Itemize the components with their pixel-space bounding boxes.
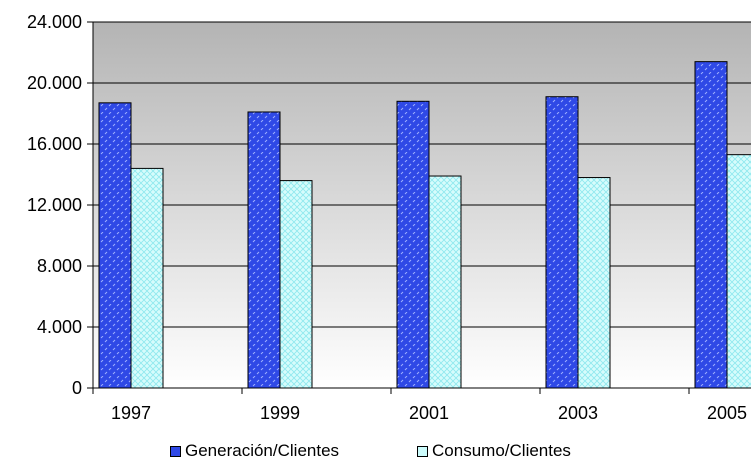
x-tick-label: 2005: [707, 403, 747, 423]
legend-item-generacion: Generación/Clientes: [170, 441, 339, 461]
bar: [726, 154, 751, 389]
y-tick-label: 12.000: [27, 195, 82, 215]
legend-label-generacion: Generación/Clientes: [185, 441, 340, 460]
x-tick-label: 2003: [558, 403, 598, 423]
legend-item-consumo: Consumo/Clientes: [417, 441, 571, 461]
legend-swatch-generacion: [170, 445, 181, 457]
axes: [87, 21, 751, 394]
y-tick-label: 16.000: [27, 134, 82, 154]
bar: [279, 180, 313, 389]
y-tick-label: 0: [72, 378, 82, 398]
y-tick-label: 20.000: [27, 73, 82, 93]
x-tick-label: 1997: [111, 403, 151, 423]
bar: [428, 175, 462, 389]
x-tick-label: 2001: [409, 403, 449, 423]
bar: [694, 61, 728, 389]
bar: [577, 177, 611, 389]
legend-label-consumo: Consumo/Clientes: [432, 441, 571, 460]
legend-swatch-consumo: [417, 445, 429, 457]
bars: [98, 61, 751, 389]
bar: [247, 111, 281, 389]
y-tick-label: 8.000: [37, 256, 82, 276]
bar: [130, 167, 164, 389]
x-tick-label: 1999: [260, 403, 300, 423]
tick-labels: 0 4.000 8.000 12.000 16.000 20.000 24.000 1997 1…: [27, 12, 747, 423]
bar: [545, 96, 579, 389]
y-tick-label: 24.000: [27, 12, 82, 32]
bar: [396, 100, 430, 389]
legend: Generación/Clientes Consumo/Clientes: [170, 440, 649, 462]
y-tick-label: 4.000: [37, 317, 82, 337]
bar: [98, 102, 132, 389]
